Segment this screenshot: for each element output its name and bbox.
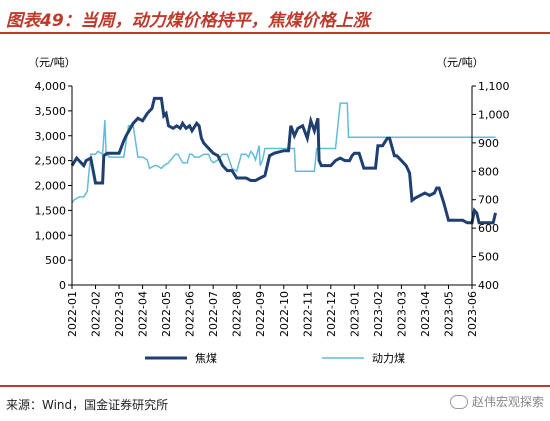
left-tick-label: 3,500 [35,105,67,118]
chart-lines [70,96,497,225]
x-tick-label: 2022-12 [325,291,338,337]
right-tick-label: 900 [478,137,499,150]
right-tick-label: 1,000 [478,108,510,121]
footer-divider [0,385,550,387]
x-tick-label: 2023-01 [348,291,361,337]
x-tick-label: 2022-02 [90,291,103,337]
x-tick-label: 2023-03 [395,291,408,337]
right-tick-label: 800 [478,165,499,178]
title-divider [0,32,550,34]
left-axis-unit: （元/吨） [28,56,76,69]
x-tick-label: 2022-03 [113,291,126,337]
x-tick-label: 2022-08 [231,291,244,337]
legend-label-right: 动力煤 [372,352,405,365]
x-tick-label: 2022-09 [254,291,267,337]
left-tick-label: 500 [45,254,66,267]
right-tick-label: 400 [478,279,499,292]
right-tick-label: 1,100 [478,80,510,93]
left-tick-label: 4,000 [35,80,67,93]
left-tick-label: 2,000 [35,180,67,193]
x-tick-label: 2023-04 [419,291,432,337]
watermark: 赵伟宏观探索 [449,393,544,410]
x-tick-label: 2022-04 [137,291,150,337]
legend-label-left: 焦煤 [195,352,217,365]
x-tick-label: 2023-02 [372,291,385,337]
left-tick-label: 0 [59,279,66,292]
chart-axes: 0 500 1,000 1,500 2,000 2,500 3,000 3,500 4,000 4… [35,80,510,337]
x-tick-label: 2022-07 [207,291,220,337]
source-note: 来源：Wind，国金证券研究所 [6,398,169,412]
left-tick-label: 3,000 [35,130,67,143]
x-tick-label: 2022-10 [278,291,291,337]
x-tick-label: 2023-06 [466,291,479,337]
right-tick-label: 500 [478,251,499,264]
x-tick-label: 2022-11 [301,291,314,337]
x-tick-label: 2022-05 [160,291,173,337]
chart-legend: 焦煤 动力煤 [145,352,405,365]
series-line-left [70,96,497,225]
x-tick-label: 2022-06 [184,291,197,337]
left-tick-label: 2,500 [35,155,67,168]
x-tick-label: 2023-05 [442,291,455,337]
left-tick-label: 1,000 [35,229,67,242]
wechat-icon [449,394,468,409]
right-axis-unit: （元/吨） [436,56,484,69]
series-line-right [71,102,496,204]
left-tick-label: 1,500 [35,204,67,217]
watermark-label: 赵伟宏观探索 [471,395,544,409]
chart-title: 图表49：当周，动力煤价格持平，焦煤价格上涨 [6,11,370,31]
right-tick-label: 600 [478,222,499,235]
x-tick-label: 2022-01 [66,291,79,337]
right-tick-label: 700 [478,194,499,207]
